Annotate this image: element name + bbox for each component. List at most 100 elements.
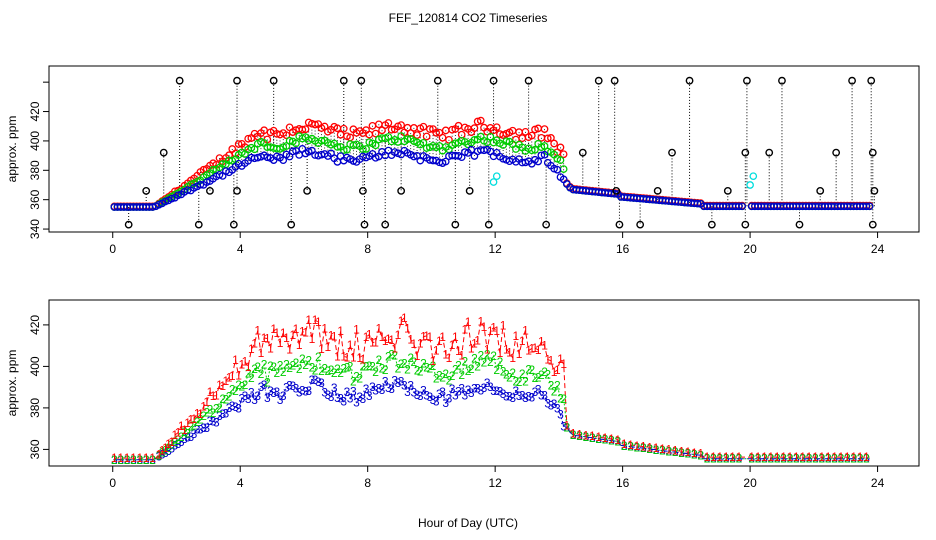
series-3-mark: 3 xyxy=(172,439,179,453)
series-1-mark: 1 xyxy=(503,342,510,356)
series-1-mark: 1 xyxy=(481,320,488,334)
series-3-mark: 3 xyxy=(162,446,169,460)
series-2-mark: 2 xyxy=(264,375,271,389)
black-point xyxy=(433,76,442,85)
series-2-mark: 2 xyxy=(385,350,392,364)
series-1-mark: 1 xyxy=(321,321,328,335)
series-3-mark: 3 xyxy=(774,452,781,466)
series-3-mark: 3 xyxy=(219,407,226,421)
series-3-mark: 3 xyxy=(793,452,800,466)
series-1-mark: 1 xyxy=(245,360,252,374)
blue-point xyxy=(298,145,307,153)
series-2-mark: 2 xyxy=(787,452,794,466)
red-point xyxy=(543,134,552,143)
series-1-mark: 1 xyxy=(576,427,583,441)
series-3-mark: 3 xyxy=(672,445,679,459)
bottom-x-tick-label: 0 xyxy=(109,476,116,490)
series-1-mark: 1 xyxy=(541,338,548,352)
series-1-mark: 1 xyxy=(401,311,408,325)
series-1-mark: 1 xyxy=(375,321,382,335)
series-2-mark: 2 xyxy=(117,453,124,467)
green-point xyxy=(502,137,511,146)
series-3-mark: 3 xyxy=(331,381,338,395)
series-2-mark: 2 xyxy=(274,366,281,380)
series-3-mark: 3 xyxy=(391,373,398,387)
series-2-mark: 2 xyxy=(564,420,571,434)
series-2-mark: 2 xyxy=(248,371,255,385)
bottom-y-tick-label: 420 xyxy=(28,315,42,335)
series-1-mark: 1 xyxy=(465,315,472,329)
black-point xyxy=(832,148,841,157)
series-2-mark: 2 xyxy=(172,435,179,449)
series-3-mark: 3 xyxy=(513,384,520,398)
series-1-mark: 1 xyxy=(640,440,647,454)
series-3-mark: 3 xyxy=(528,390,535,404)
series-3-mark: 3 xyxy=(576,429,583,443)
black-point xyxy=(542,220,551,229)
series-3-mark: 3 xyxy=(570,428,577,442)
series-3-mark: 3 xyxy=(557,408,564,422)
series-1-mark: 1 xyxy=(513,329,520,343)
series-1-mark: 1 xyxy=(337,324,344,338)
black-point xyxy=(397,186,406,195)
series-2-mark: 2 xyxy=(449,369,456,383)
blue-point xyxy=(862,202,871,211)
series-2-mark: 2 xyxy=(270,360,277,374)
series-3-mark: 3 xyxy=(229,399,236,413)
series-1-mark: 1 xyxy=(528,341,535,355)
black-point xyxy=(465,186,474,195)
top-x-tick-label: 16 xyxy=(616,242,630,256)
top-y-tick-label: 360 xyxy=(28,189,42,209)
series-1-mark: 1 xyxy=(468,341,475,355)
series-2-mark: 2 xyxy=(426,362,433,376)
series-1-mark: 1 xyxy=(672,443,679,457)
top-y-tick-label: 380 xyxy=(28,160,42,180)
series-3-mark: 3 xyxy=(838,452,845,466)
series-2-mark: 2 xyxy=(748,452,755,466)
blue-point xyxy=(499,154,507,163)
series-1-mark: 1 xyxy=(143,451,150,465)
series-1-mark: 1 xyxy=(136,451,143,465)
series-2-mark: 2 xyxy=(446,374,453,388)
series-3-mark: 3 xyxy=(850,452,857,466)
series-3-mark: 3 xyxy=(685,447,692,461)
series-3-mark: 3 xyxy=(426,390,433,404)
series-3-mark: 3 xyxy=(863,452,870,466)
series-2-mark: 2 xyxy=(691,448,698,462)
series-3-mark: 3 xyxy=(812,452,819,466)
blue-point xyxy=(410,152,418,161)
series-3-mark: 3 xyxy=(430,393,437,407)
series-2-mark: 2 xyxy=(293,356,300,370)
series-2-mark: 2 xyxy=(366,359,373,373)
green-point xyxy=(339,146,348,155)
series-3-mark: 3 xyxy=(825,452,832,466)
series-2-mark: 2 xyxy=(159,446,166,460)
series-2-mark: 2 xyxy=(430,359,437,373)
series-3-mark: 3 xyxy=(634,440,641,454)
series-1-mark: 1 xyxy=(615,433,622,447)
series-1-mark: 1 xyxy=(500,318,507,332)
series-2-mark: 2 xyxy=(401,356,408,370)
series-3-line xyxy=(114,379,870,461)
series-3-mark: 3 xyxy=(274,385,281,399)
series-2-mark: 2 xyxy=(232,384,239,398)
series-1-mark: 1 xyxy=(564,419,571,433)
series-3-mark: 3 xyxy=(723,452,730,466)
blue-point xyxy=(537,151,546,160)
series-1-mark: 1 xyxy=(806,450,813,464)
series-1-mark: 1 xyxy=(850,450,857,464)
series-2-mark: 2 xyxy=(433,372,440,386)
series-1-mark: 1 xyxy=(557,352,564,366)
series-1-mark: 1 xyxy=(659,442,666,456)
cyan-point xyxy=(746,181,754,189)
series-2-mark: 2 xyxy=(417,365,424,379)
red-point xyxy=(311,120,319,129)
series-3-mark: 3 xyxy=(318,376,325,390)
series-1-line xyxy=(114,316,870,459)
series-2-mark: 2 xyxy=(589,431,596,445)
series-3-mark: 3 xyxy=(379,383,386,397)
bottom-plot-frame xyxy=(48,299,920,467)
red-point xyxy=(473,117,482,126)
series-1-mark: 1 xyxy=(232,353,239,367)
series-1-mark: 1 xyxy=(818,450,825,464)
